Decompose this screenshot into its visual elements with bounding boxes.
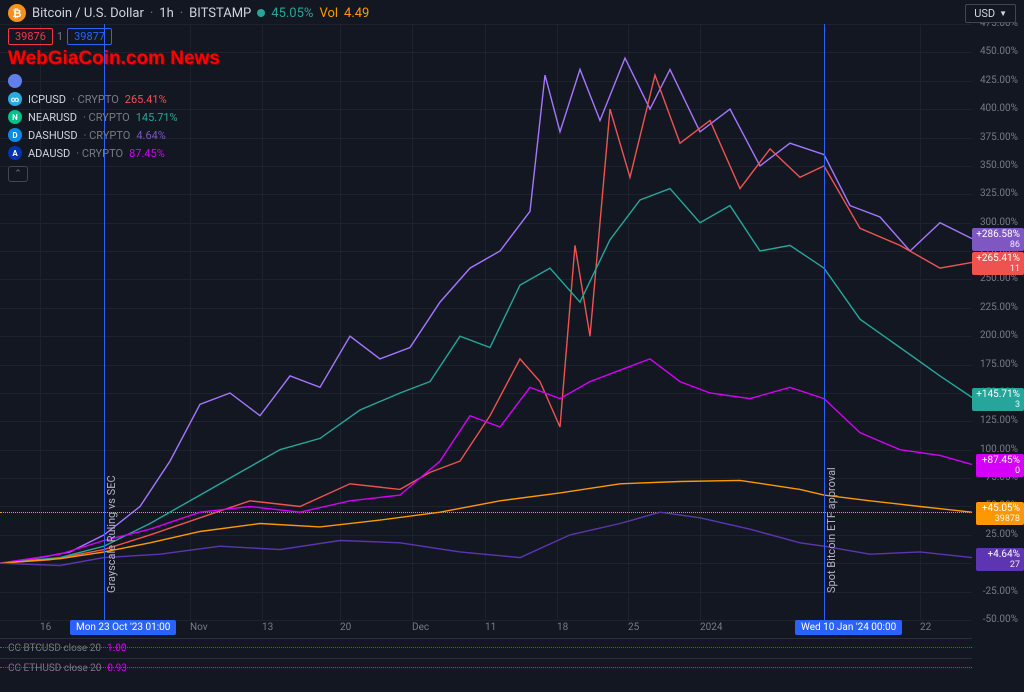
symbol-name: NEARUSD bbox=[28, 111, 77, 124]
symbol-name: DASHUSD bbox=[28, 129, 78, 142]
exchange: BITSTAMP bbox=[189, 6, 251, 21]
symbol-icon bbox=[8, 74, 22, 88]
y-tick: 450.00% bbox=[980, 46, 1018, 57]
symbol-pct: 4.64% bbox=[136, 129, 166, 142]
event-label: Grayscale Ruling vs SEC bbox=[105, 475, 118, 593]
price-tag: +4.64%27 bbox=[976, 548, 1024, 571]
symbol-type: · CRYPTO bbox=[84, 129, 131, 142]
cc-panel: CC BTCUSD close 20 1.00 bbox=[0, 638, 972, 658]
cc-label: CC BTCUSD close 20 bbox=[8, 643, 101, 654]
symbol-list: ∞ ICPUSD · CRYPTO 265.41%N NEARUSD · CRY… bbox=[8, 72, 178, 182]
x-tick: Dec bbox=[412, 622, 429, 633]
price-tag: +87.45%0 bbox=[976, 454, 1024, 477]
price-low: 39876 bbox=[8, 28, 53, 45]
y-tick: 200.00% bbox=[980, 330, 1018, 341]
y-tick: 300.00% bbox=[980, 217, 1018, 228]
x-tick: 25 bbox=[628, 622, 639, 633]
y-tick: 325.00% bbox=[980, 188, 1018, 199]
symbol-pct: 265.41% bbox=[125, 93, 167, 106]
vol-value: 4.49 bbox=[344, 6, 369, 21]
symbol-icon: A bbox=[8, 146, 22, 160]
expand-button[interactable]: ⌃ bbox=[8, 166, 28, 182]
price-tag: +286.58%86 bbox=[972, 228, 1024, 251]
symbol-name: ICPUSD bbox=[28, 93, 66, 106]
price-tag: +45.05%39878 bbox=[976, 502, 1024, 525]
x-tick: 11 bbox=[485, 622, 496, 633]
change-pct: 45.05% bbox=[271, 6, 313, 21]
price-boxes: 39876 1 39877 bbox=[8, 28, 112, 45]
cc-value: 1.00 bbox=[107, 643, 127, 654]
separator: · bbox=[180, 6, 183, 21]
y-tick: 25.00% bbox=[986, 529, 1018, 540]
symbol-icon: N bbox=[8, 110, 22, 124]
cc-value: 0.93 bbox=[107, 663, 127, 674]
interval: 1h bbox=[159, 6, 173, 21]
price-high: 39877 bbox=[67, 28, 112, 45]
price-tag: +265.41%11 bbox=[972, 252, 1024, 275]
x-tick: 2024 bbox=[700, 622, 722, 633]
event-label: Spot Bitcoin ETF approval bbox=[825, 467, 838, 593]
x-tick: 22 bbox=[920, 622, 931, 633]
x-tick: 16 bbox=[40, 622, 51, 633]
symbol-name: ADAUSD bbox=[28, 147, 70, 160]
symbol-type: · CRYPTO bbox=[72, 93, 119, 106]
y-tick: 250.00% bbox=[980, 273, 1018, 284]
y-tick: -25.00% bbox=[983, 586, 1018, 597]
currency-selector[interactable]: USD ▼ bbox=[965, 4, 1016, 23]
separator: · bbox=[150, 6, 153, 21]
y-tick: 400.00% bbox=[980, 103, 1018, 114]
y-axis: 475.00%450.00%425.00%400.00%375.00%350.0… bbox=[972, 24, 1024, 620]
pair-name: Bitcoin / U.S. Dollar bbox=[32, 6, 144, 21]
x-axis-highlight: Wed 10 Jan '24 00:00 bbox=[795, 620, 902, 635]
x-tick: 18 bbox=[557, 622, 568, 633]
y-tick: -50.00% bbox=[983, 614, 1018, 625]
vol-label: Vol bbox=[319, 6, 338, 21]
status-dot bbox=[257, 9, 265, 17]
price-tag: +145.71%3 bbox=[972, 388, 1024, 411]
y-tick: 225.00% bbox=[980, 302, 1018, 313]
cc-label: CC ETHUSD close 20 bbox=[8, 663, 101, 674]
cc-panel: CC ETHUSD close 20 0.93 bbox=[0, 658, 972, 678]
symbol-pct: 87.45% bbox=[129, 147, 165, 160]
x-tick: 13 bbox=[262, 622, 273, 633]
price-mid: 1 bbox=[57, 30, 63, 43]
symbol-icon: D bbox=[8, 128, 22, 142]
x-axis: 16 Nov 13 20 Dec 11 18 25 2024 22 Mon 23 Oct '23 0… bbox=[0, 620, 972, 640]
x-tick: Nov bbox=[190, 622, 208, 633]
y-tick: 175.00% bbox=[980, 359, 1018, 370]
x-tick: 20 bbox=[340, 622, 351, 633]
btc-icon: ₿ bbox=[8, 4, 26, 22]
symbol-row[interactable]: N NEARUSD · CRYPTO 145.71% bbox=[8, 108, 178, 126]
symbol-type: · CRYPTO bbox=[76, 147, 123, 160]
chart-header: ₿ Bitcoin / U.S. Dollar · 1h · BITSTAMP … bbox=[8, 4, 369, 22]
y-tick: 125.00% bbox=[980, 415, 1018, 426]
symbol-row[interactable]: ∞ ICPUSD · CRYPTO 265.41% bbox=[8, 90, 178, 108]
symbol-row[interactable] bbox=[8, 72, 178, 90]
chevron-down-icon: ▼ bbox=[999, 9, 1007, 18]
symbol-pct: 145.71% bbox=[136, 111, 178, 124]
y-tick: 375.00% bbox=[980, 132, 1018, 143]
watermark-text: WebGiaCoin.com News bbox=[8, 48, 220, 70]
currency-label: USD bbox=[974, 7, 995, 20]
symbol-icon: ∞ bbox=[8, 92, 22, 106]
symbol-row[interactable]: A ADAUSD · CRYPTO 87.45% bbox=[8, 144, 178, 162]
x-axis-highlight: Mon 23 Oct '23 01:00 bbox=[70, 620, 176, 635]
y-tick: 425.00% bbox=[980, 75, 1018, 86]
y-tick: 350.00% bbox=[980, 160, 1018, 171]
symbol-row[interactable]: D DASHUSD · CRYPTO 4.64% bbox=[8, 126, 178, 144]
symbol-type: · CRYPTO bbox=[83, 111, 130, 124]
